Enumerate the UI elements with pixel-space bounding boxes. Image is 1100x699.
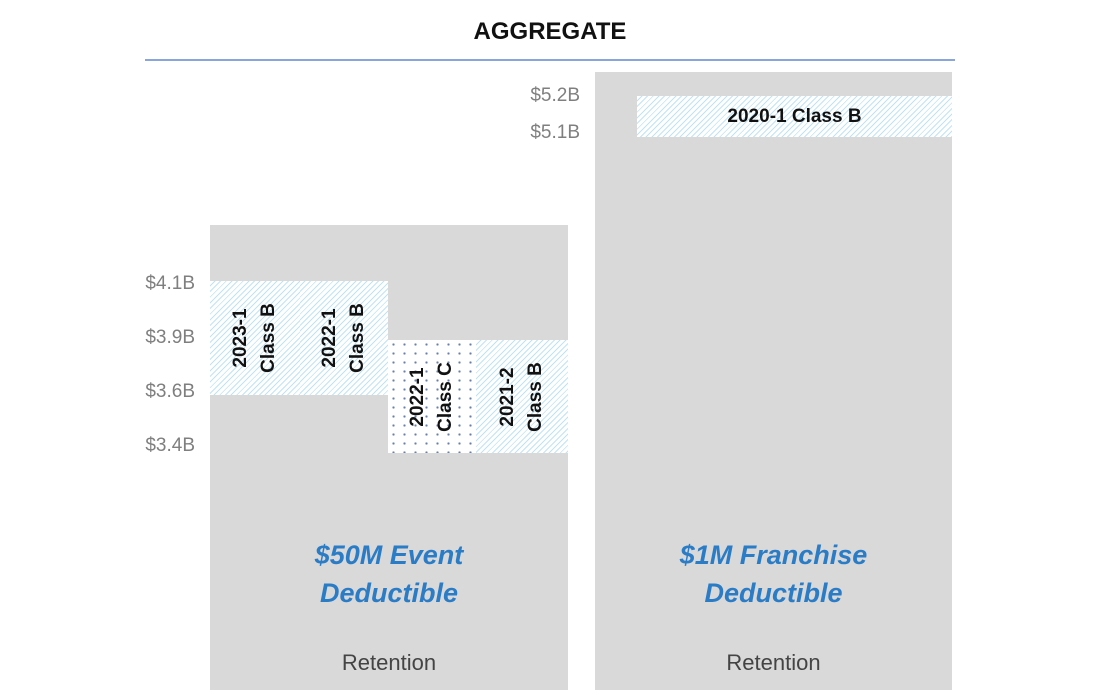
layer-label: 2022-1 bbox=[318, 308, 340, 368]
left-deductible-label: $50M Event Deductible bbox=[210, 536, 568, 612]
layer-label: Class B bbox=[346, 303, 368, 373]
right-retention-label: Retention bbox=[726, 650, 821, 675]
tick-label: $3.9B bbox=[145, 327, 195, 348]
page-title: AGGREGATE bbox=[473, 18, 627, 45]
layer-label: Class C bbox=[434, 361, 456, 432]
tick-label: $3.6B bbox=[145, 381, 195, 402]
layer-label: Class B bbox=[524, 361, 546, 432]
layer-label: 2023-1 bbox=[229, 308, 251, 368]
layer-label: 2022-1 bbox=[406, 366, 428, 427]
tick-label: $4.1B bbox=[145, 273, 195, 294]
title-divider bbox=[145, 59, 955, 61]
layer-2020-1-class-b: 2020-1 Class B bbox=[637, 96, 952, 137]
right-retention-tower bbox=[595, 72, 952, 690]
layer-label: 2020-1 Class B bbox=[727, 105, 862, 127]
layer-2021-2-class-b: 2021-2 Class B bbox=[476, 340, 568, 453]
layer-label: Class B bbox=[257, 303, 279, 373]
deductible-line: Deductible bbox=[704, 578, 843, 608]
tick-label: $5.1B bbox=[530, 122, 580, 143]
right-deductible-label: $1M Franchise Deductible bbox=[595, 536, 952, 612]
deductible-line: $1M Franchise bbox=[679, 540, 868, 570]
deductible-line: Deductible bbox=[319, 578, 459, 608]
left-retention-label: Retention bbox=[341, 650, 437, 675]
tick-label: $3.4B bbox=[145, 435, 195, 456]
tick-label: $5.2B bbox=[530, 85, 580, 106]
layer-2023-1-class-b: 2023-1 Class B bbox=[210, 281, 300, 395]
layer-2022-1-class-c: 2022-1 Class C bbox=[388, 340, 476, 453]
deductible-line: $50M Event bbox=[314, 540, 464, 570]
layer-2022-1-class-b: 2022-1 Class B bbox=[300, 281, 388, 395]
layer-label: 2021-2 bbox=[496, 366, 518, 427]
